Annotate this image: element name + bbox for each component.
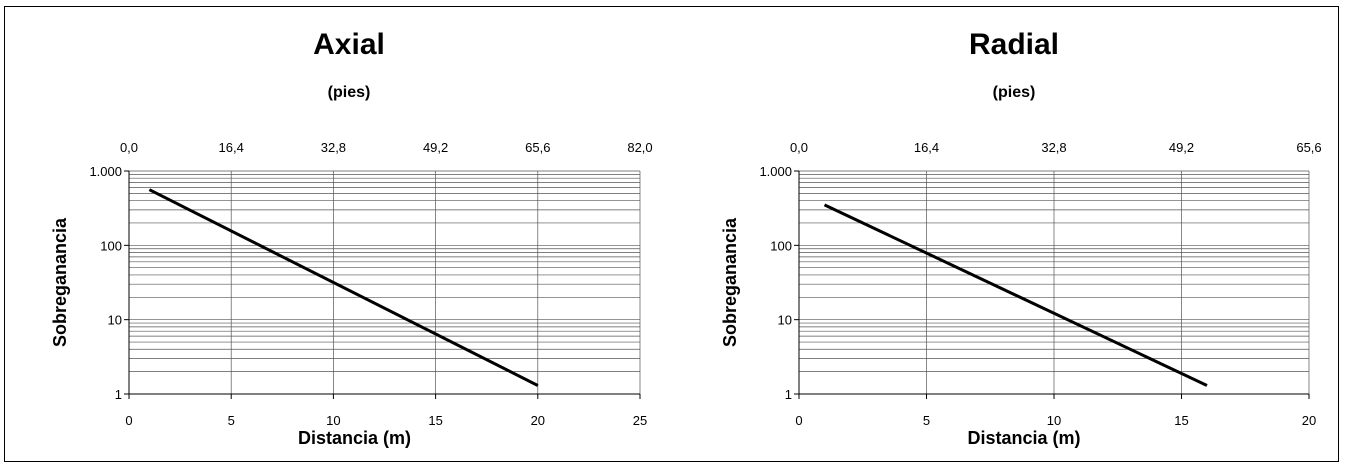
x-tick-label: 15 (1174, 413, 1188, 428)
top-tick-label: 49,2 (1169, 140, 1194, 155)
series-line (148, 188, 539, 387)
vertical-gridlines (230, 171, 641, 394)
x-tick-label: 10 (1047, 413, 1061, 428)
x-tick-label: 0 (795, 413, 802, 428)
y-tick-label: 10 (778, 313, 792, 328)
horizontal-gridlines (129, 170, 640, 372)
figure-frame (4, 6, 1339, 462)
chart-axial: Axial (pies) 1 10 100 1.000 0 5 10 15 20 25 0,0 16,4 3… (50, 28, 653, 448)
top-tick-label: 0,0 (790, 140, 808, 155)
chart-title: Axial (313, 28, 385, 61)
y-tick-label: 1.000 (89, 164, 122, 179)
series-line (823, 203, 1208, 387)
x-tick-label: 20 (1302, 413, 1316, 428)
x-tick-label: 5 (228, 413, 235, 428)
x-tick-label: 20 (531, 413, 545, 428)
chart-title: Radial (969, 28, 1059, 61)
y-tick-label: 1.000 (759, 164, 792, 179)
top-tick-label: 49,2 (423, 140, 448, 155)
x-axis-label: Distancia (m) (967, 428, 1080, 448)
top-tick-label: 65,6 (525, 140, 550, 155)
x-tick-label: 0 (125, 413, 132, 428)
y-axis-label: Sobreganancia (50, 217, 70, 347)
top-tick-label: 16,4 (219, 140, 244, 155)
y-tick-label: 100 (770, 238, 792, 253)
x-tick-label: 15 (428, 413, 442, 428)
top-axis-label: (pies) (993, 84, 1036, 101)
vertical-gridlines (926, 171, 1310, 394)
top-tick-label: 32,8 (321, 140, 346, 155)
x-tick-label: 5 (923, 413, 930, 428)
top-tick-label: 65,6 (1296, 140, 1321, 155)
top-tick-label: 16,4 (914, 140, 939, 155)
top-tick-label: 82,0 (627, 140, 652, 155)
x-axis-label: Distancia (m) (298, 428, 411, 448)
x-tick-label: 10 (326, 413, 340, 428)
y-tick-label: 1 (785, 387, 792, 402)
top-tick-label: 0,0 (120, 140, 138, 155)
y-tick-label: 100 (100, 238, 122, 253)
x-tick-label: 25 (633, 413, 647, 428)
top-axis-label: (pies) (328, 84, 371, 101)
y-axis-label: Sobreganancia (720, 217, 740, 347)
chart-radial: Radial (pies) 1 10 100 1.000 0 5 10 15 20 0,0 16,4 32… (720, 28, 1322, 448)
top-tick-label: 32,8 (1041, 140, 1066, 155)
y-tick-label: 10 (108, 313, 122, 328)
y-tick-label: 1 (115, 387, 122, 402)
